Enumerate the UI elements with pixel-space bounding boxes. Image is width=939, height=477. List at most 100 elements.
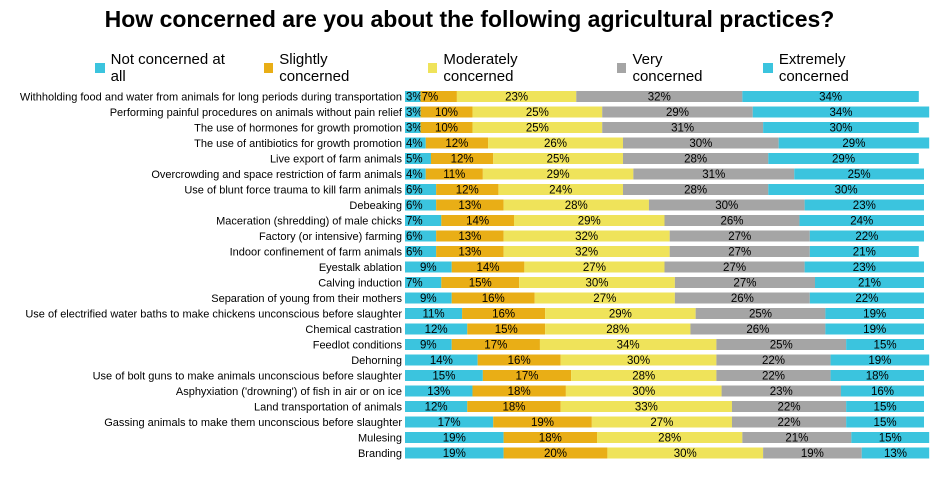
chart-title: How concerned are you about the followin… [104,6,835,32]
bar-segment [539,339,717,350]
bar-segment [405,339,452,350]
data-label: 23% [770,386,793,398]
legend: Not concerned at all Slightly concerned Mo… [95,51,915,85]
bar-segment [451,292,535,304]
category-label: Performing painful procedures on animals… [110,107,403,119]
bar-segment [405,385,473,397]
bar-segment [830,370,924,381]
data-label: 16% [492,309,515,321]
bar-segment [602,122,764,133]
bar-segment [405,184,437,195]
category-label: Debeaking [349,200,402,212]
data-label: 27% [733,278,756,290]
data-label: 21% [785,433,808,445]
category-label: Use of electrified water baths to make c… [25,309,402,321]
data-label: 34% [829,107,852,119]
data-label: 12% [425,324,448,336]
data-label: 25% [770,340,793,352]
data-label: 28% [684,154,707,166]
bar-segment [503,199,649,211]
data-label: 22% [855,231,878,243]
data-label: 11% [422,309,444,321]
bar-segment [721,385,841,397]
bar-segment [742,91,919,102]
bar-segment [742,432,852,443]
bar-segment [436,230,504,242]
data-label: 13% [884,448,907,460]
bar-segment [674,277,816,288]
data-label: 27% [593,293,616,305]
data-label: 26% [731,293,754,305]
data-label: 22% [762,355,785,367]
data-label: 27% [650,417,673,429]
legend-swatch [616,63,627,73]
legend-label: Not concerned at all [110,51,225,85]
bar-segment [571,370,717,381]
data-label: 27% [583,262,606,274]
bar-segment [477,354,561,366]
bar-segment [436,184,499,195]
bar-segment [545,308,696,319]
data-label: 20% [544,448,567,460]
data-label: 23% [853,262,876,274]
bar-segment [503,432,598,443]
category-label: Chemical castration [305,324,402,336]
legend-label: Very concerned [632,51,703,85]
bar-segment [674,292,810,304]
data-label: 31% [702,169,725,181]
bar-segment [799,215,924,226]
bar-segment [669,230,810,242]
data-label: 30% [689,138,712,150]
data-label: 28% [632,371,655,383]
legend-label: Extremely concerned [778,51,849,85]
data-label: 4% [406,138,423,150]
category-label: Asphyxiation ('drowning') of fish in air… [176,386,402,398]
category-label: The use of hormones for growth promotion [194,123,402,135]
bar-segment [597,432,743,443]
bar-segment [763,122,919,133]
data-label: 34% [819,92,842,104]
bar-segment [809,292,924,304]
category-label: Mulesing [358,433,402,445]
legend-label: Slightly concerned [279,51,350,85]
data-label: 16% [482,293,505,305]
bar-segment [716,370,831,381]
data-label: 17% [484,340,507,352]
legend-swatch [263,63,274,73]
data-label: 25% [848,169,871,181]
bar-segment [519,277,675,288]
data-label: 23% [853,200,876,212]
data-label: 5% [406,154,423,166]
data-label: 7% [422,92,439,104]
bar-segment [405,277,442,288]
bar-segment [425,137,489,149]
bar-segment [763,447,862,459]
bar-segment [804,199,924,211]
bar-segment [815,277,924,288]
category-label: Dehorning [351,355,402,367]
data-label: 19% [863,324,886,336]
bar-segment [405,401,468,412]
data-label: 18% [866,371,889,383]
bar-segment [493,416,592,428]
bar-segment [513,215,665,226]
data-label: 14% [430,355,453,367]
data-label: 22% [762,371,785,383]
data-label: 29% [609,309,632,321]
bar-segment [405,246,437,257]
data-label: 19% [801,448,824,460]
legend-swatch [95,63,105,73]
legend-label: Moderately concerned [443,51,518,85]
category-label: Calving induction [318,278,402,290]
bar-segment [441,277,520,288]
bar-segment [405,308,463,319]
bar-segment [472,106,603,118]
data-label: 6% [406,231,423,243]
bar-segment [405,153,431,164]
bar-segment [472,122,603,133]
data-label: 30% [627,355,650,367]
category-label: Eyestalk ablation [319,262,402,274]
bar-segment [576,91,743,102]
data-label: 26% [544,138,567,150]
bar-segment [846,401,924,412]
